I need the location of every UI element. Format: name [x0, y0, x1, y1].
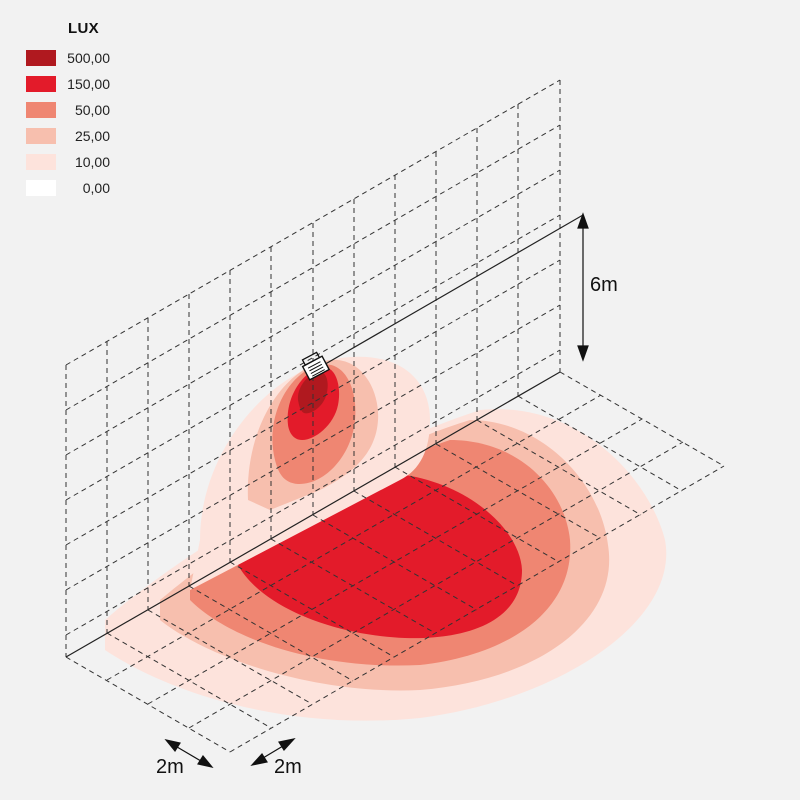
legend-item: 50,00 — [26, 102, 146, 120]
grid-depth-label: 2m — [156, 756, 184, 778]
legend-swatch — [26, 180, 56, 196]
legend-item: 25,00 — [26, 128, 146, 146]
legend-item: 150,00 — [26, 76, 146, 94]
legend-item: 0,00 — [26, 180, 146, 198]
legend-swatch — [26, 128, 56, 144]
legend-title: LUX — [68, 20, 99, 37]
height-label: 6m — [590, 274, 618, 296]
floodlight-icon — [301, 351, 331, 381]
wall-floor-edges — [65, 214, 584, 658]
legend-label: 0,00 — [82, 180, 110, 196]
wall-zone-500-lux — [297, 371, 328, 414]
legend-item: 10,00 — [26, 154, 146, 172]
legend-label: 10,00 — [74, 154, 110, 170]
legend-swatch — [26, 154, 56, 170]
legend-label: 150,00 — [67, 76, 110, 92]
legend-label: 500,00 — [67, 50, 110, 66]
grid-width-label: 2m — [274, 756, 302, 778]
legend-swatch — [26, 76, 56, 92]
legend-label: 50,00 — [74, 102, 110, 118]
mounting-height-line — [314, 214, 584, 371]
floor-grid — [65, 371, 725, 753]
legend-item: 500,00 — [26, 50, 146, 68]
legend-label: 25,00 — [74, 128, 110, 144]
wall-isolux — [190, 356, 430, 590]
legend-swatch — [26, 50, 56, 66]
floor-wall-edge — [65, 371, 561, 658]
height-dimension — [577, 212, 589, 362]
grid-dimension-arrows — [164, 738, 296, 768]
legend-swatch — [26, 102, 56, 118]
